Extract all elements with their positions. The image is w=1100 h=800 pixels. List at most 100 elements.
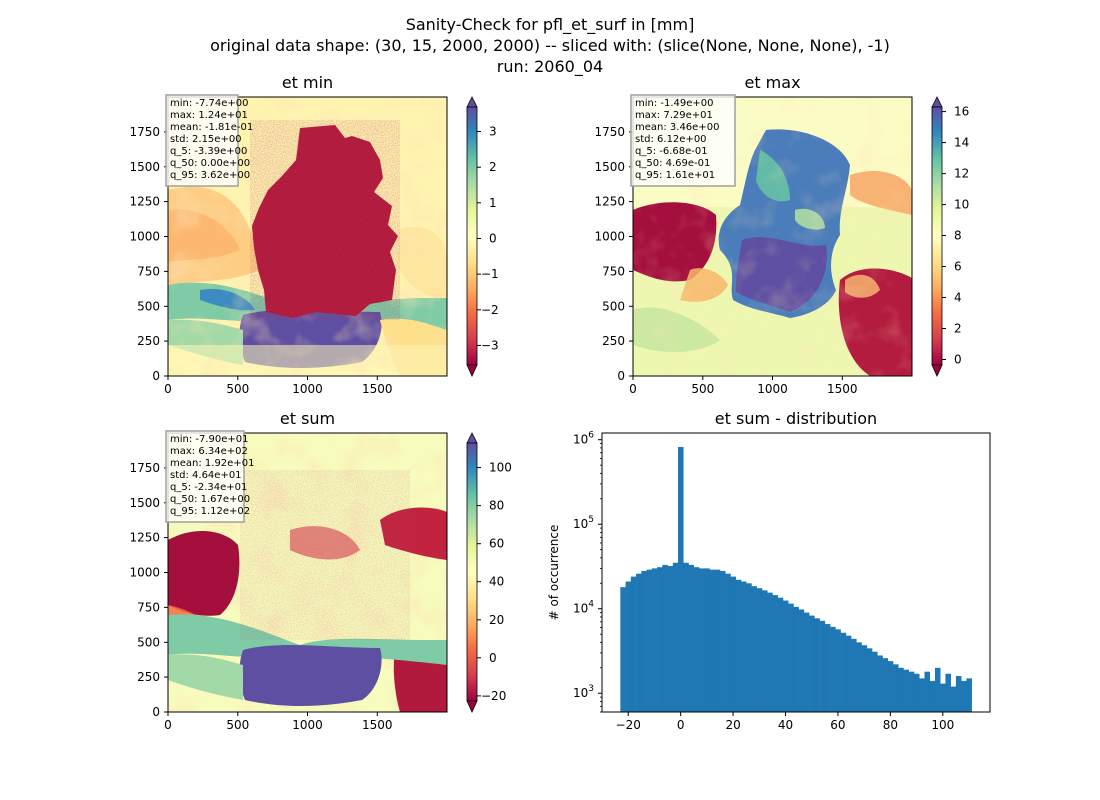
- histogram-bar: [714, 569, 721, 712]
- histogram-bar: [641, 570, 647, 712]
- histogram-bar: [678, 446, 684, 712]
- colorbar-tick-label: 16: [954, 105, 969, 119]
- stats-line: max: 7.29e+01: [635, 110, 713, 121]
- colorbar-tick-label: 3: [489, 125, 497, 139]
- colorbar-tick-label: −1: [481, 267, 499, 281]
- histogram-bar: [929, 680, 936, 712]
- histogram-bar: [709, 569, 716, 712]
- histogram-bar: [824, 623, 831, 712]
- colorbar-tick-label: 20: [489, 613, 504, 627]
- x-tick-label: 0: [164, 718, 172, 732]
- figure-title-line2: original data shape: (30, 15, 2000, 2000…: [210, 36, 890, 55]
- colorbar-tick-label: 2: [954, 322, 962, 336]
- histogram-bar: [782, 600, 789, 712]
- histogram-bar: [908, 671, 915, 712]
- panel-et-min-title: et min: [282, 73, 333, 92]
- x-tick-label: 1500: [362, 382, 393, 396]
- colorbar-tick-label: 2: [489, 160, 497, 174]
- y-tick-label: 1250: [129, 195, 160, 209]
- x-tick-label: 40: [778, 718, 793, 732]
- panel-et-sum-title: et sum: [280, 409, 335, 428]
- histogram-bar: [693, 567, 700, 712]
- histogram-bar: [651, 568, 658, 712]
- x-tick-label: 1500: [362, 718, 393, 732]
- histogram-bar: [683, 562, 689, 712]
- y-tick-label: 1000: [594, 230, 625, 244]
- x-tick-label: 1000: [757, 382, 788, 396]
- histogram-bar: [772, 595, 778, 712]
- x-tick-label: 0: [677, 718, 685, 732]
- histogram-bar: [803, 612, 810, 712]
- colorbar-et-sum: 100 80 60 40 20 0 −20: [466, 432, 512, 713]
- histogram-bar: [672, 562, 679, 712]
- stats-line: q_95: 3.62e+00: [170, 170, 250, 181]
- stats-line: q_5: -2.34e+01: [170, 482, 247, 493]
- y-tick-label: 0: [152, 369, 160, 383]
- histogram-bar: [646, 569, 653, 712]
- colorbar-tick-label: 4: [954, 291, 962, 305]
- colorbar-tick-label: 100: [489, 461, 512, 475]
- histogram-bar: [856, 642, 862, 712]
- y-ticks: 0 250 500 750 1000 1250 1500 1750: [129, 461, 168, 719]
- colorbar-tick-label: −3: [481, 338, 499, 352]
- histogram-bar: [793, 606, 799, 712]
- y-tick-label: 500: [137, 635, 160, 649]
- histogram-bar: [662, 564, 668, 712]
- histogram-bar: [903, 669, 910, 712]
- colorbar-tick-label: 0: [954, 353, 962, 367]
- histogram-bar: [919, 678, 925, 712]
- histogram-bar: [630, 576, 637, 712]
- histogram-bar: [955, 676, 962, 712]
- y-tick-label: 104: [573, 600, 594, 616]
- y-ticks: 103 104 105 106: [573, 431, 602, 713]
- stats-line: std: 6.12e+00: [635, 134, 707, 145]
- histogram-bar: [893, 664, 899, 712]
- histogram-bar: [861, 645, 868, 712]
- stats-line: q_95: 1.12e+02: [170, 506, 250, 517]
- histogram-bar: [756, 588, 763, 712]
- x-tick-label: 0: [629, 382, 637, 396]
- stats-line: max: 1.24e+01: [170, 110, 248, 121]
- histogram-bar: [735, 579, 742, 712]
- histogram-bar: [814, 618, 820, 712]
- y-tick-label: 1500: [129, 496, 160, 510]
- histogram-bar: [751, 586, 757, 712]
- x-tick-label: 1000: [292, 718, 323, 732]
- heatmap-et-sum: [168, 433, 447, 712]
- x-tick-label: 500: [226, 382, 249, 396]
- x-tick-label: 1500: [827, 382, 858, 396]
- y-tick-label: 500: [137, 299, 160, 313]
- x-ticks: 0 500 1000 1500: [629, 376, 858, 396]
- colorbar-tick-label: −20: [481, 689, 506, 703]
- x-ticks: −20 0 20 40 60 80 100: [616, 712, 954, 732]
- histogram-bar: [657, 567, 663, 712]
- colorbar-tick-label: 1: [489, 196, 497, 210]
- y-tick-label: 1500: [594, 160, 625, 174]
- histogram-bar: [830, 626, 836, 712]
- histogram-bar: [840, 632, 847, 712]
- x-tick-label: 20: [725, 718, 740, 732]
- histogram-bar: [625, 581, 632, 712]
- y-tick-label: 250: [137, 670, 160, 684]
- y-tick-label: 750: [137, 264, 160, 278]
- y-tick-label: 106: [573, 431, 594, 447]
- figure-title-line3: run: 2060_04: [497, 57, 603, 77]
- panel-distribution-title: et sum - distribution: [715, 409, 877, 428]
- y-tick-label: 250: [137, 334, 160, 348]
- stats-line: min: -1.49e+00: [635, 98, 714, 109]
- y-ticks: 0 250 500 750 1000 1250 1500 1750: [594, 125, 633, 383]
- histogram-bar: [819, 620, 826, 712]
- stats-box: min: -7.90e+01 max: 6.34e+02 mean: 1.92e…: [165, 430, 254, 523]
- histogram-bar: [966, 678, 972, 712]
- colorbar-tick-label: 8: [954, 229, 962, 243]
- panel-et-max-title: et max: [744, 73, 800, 92]
- histogram-bar: [746, 583, 752, 712]
- stats-line: q_50: 4.69e-01: [635, 158, 710, 169]
- colorbar-tick-label: 60: [489, 537, 504, 551]
- histogram-bar: [835, 629, 841, 712]
- y-tick-label: 0: [617, 369, 625, 383]
- x-tick-label: 80: [883, 718, 898, 732]
- histogram-bar: [688, 564, 695, 712]
- y-tick-label: 1000: [129, 566, 160, 580]
